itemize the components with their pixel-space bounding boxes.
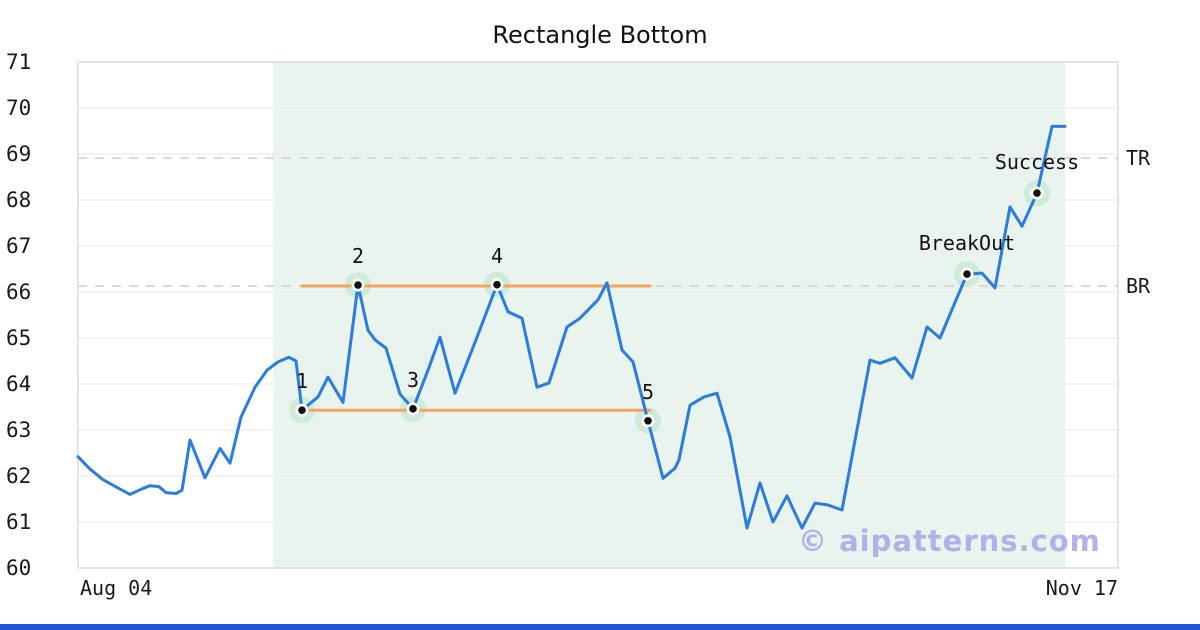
y-tick-label: 69 [6, 142, 32, 166]
target-level-label: TR [1126, 146, 1151, 171]
breakout-level-label: BR [1126, 274, 1151, 299]
price-line [76, 124, 1067, 530]
marker-dot [963, 270, 971, 278]
marker-dot [354, 281, 362, 289]
y-tick-label: 61 [6, 510, 32, 534]
marker-dot [1033, 189, 1041, 197]
plot-border [77, 61, 1119, 569]
marker-dot [493, 280, 501, 289]
marker-dot [644, 417, 652, 425]
y-tick-label: 70 [6, 96, 32, 120]
marker-label-3: 3 [406, 367, 420, 392]
y-tick-label: 67 [6, 234, 32, 258]
y-tick-label: 64 [6, 372, 32, 396]
marker-label-2: 2 [351, 244, 365, 269]
y-tick-label: 62 [6, 464, 32, 488]
marker-label-success: Success [994, 150, 1080, 175]
y-tick-label: 65 [6, 326, 32, 350]
y-tick-label: 71 [6, 50, 32, 74]
y-tick-label: 63 [6, 418, 32, 442]
footer-accent-bar [0, 624, 1200, 630]
watermark: © aipatterns.com [798, 524, 1101, 558]
marker-dot [298, 406, 306, 415]
x-axis-end-label: Nov 17 [1045, 576, 1118, 600]
marker-dot [409, 405, 417, 413]
chart-title: Rectangle Bottom [492, 21, 708, 49]
y-tick-label: 66 [6, 280, 32, 304]
marker-label-breakout: BreakOut [918, 231, 1016, 256]
y-tick-label: 60 [6, 556, 32, 580]
marker-label-1: 1 [295, 369, 309, 394]
y-tick-label: 68 [6, 188, 32, 212]
x-axis-start-label: Aug 04 [80, 576, 153, 600]
marker-label-4: 4 [490, 243, 504, 268]
pattern-shaded-region [273, 62, 1065, 568]
marker-label-5: 5 [641, 379, 655, 404]
